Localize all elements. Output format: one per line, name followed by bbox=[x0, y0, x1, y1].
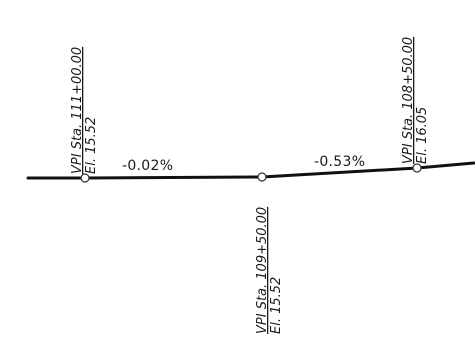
grade-label-right: -0.53% bbox=[314, 154, 365, 170]
vpi-elevation-label-109-50: El. 15.52 bbox=[269, 277, 284, 334]
vpi-elevation-label-108-50: El. 16.05 bbox=[415, 107, 430, 164]
vpi-station-label-109-50: VPI Sta. 109+50.00 bbox=[255, 207, 270, 334]
grade-label-left: -0.02% bbox=[122, 158, 173, 174]
vpi-marker-111-00 bbox=[80, 173, 90, 183]
vpi-annotation-111-00: VPI Sta. 111+00.00 El. 15.52 bbox=[70, 47, 99, 174]
vpi-station-label-108-50: VPI Sta. 108+50.00 bbox=[401, 37, 416, 164]
vpi-elevation-label-111-00: El. 15.52 bbox=[84, 117, 99, 174]
vpi-marker-108-50 bbox=[412, 163, 422, 173]
vpi-marker-109-50 bbox=[257, 172, 267, 182]
vpi-annotation-109-50: VPI Sta. 109+50.00 El. 15.52 bbox=[255, 207, 284, 334]
vpi-annotation-108-50: VPI Sta. 108+50.00 El. 16.05 bbox=[401, 37, 430, 164]
vpi-station-label-111-00: VPI Sta. 111+00.00 bbox=[70, 47, 85, 174]
